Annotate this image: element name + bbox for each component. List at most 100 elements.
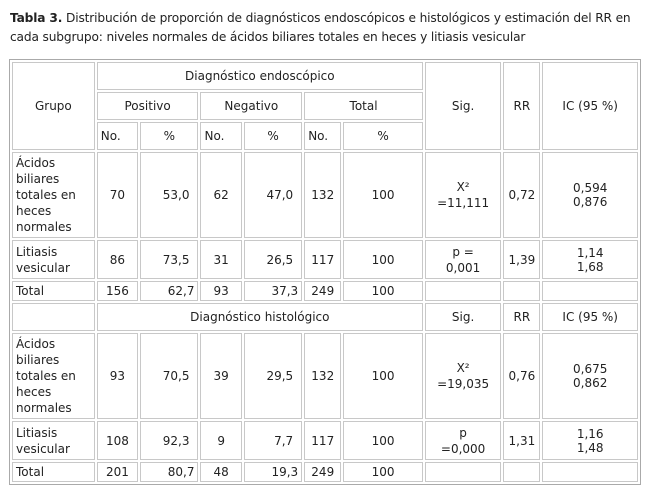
ci-header: IC (95 %) [542, 303, 638, 331]
table-row: Total 201 80,7 48 19,3 249 100 [12, 462, 638, 482]
positive-percent: 92,3 [140, 421, 199, 460]
empty-cell [503, 281, 541, 301]
ci-cell: 1,14 1,68 [542, 240, 638, 279]
positive-count: 156 [96, 281, 139, 301]
table-row: Ácidos biliares totales en heces normale… [12, 333, 638, 419]
sig-header: Sig. [424, 62, 502, 150]
no-header: No. [96, 122, 139, 150]
group-cell: Total [12, 281, 95, 301]
negative-percent: 29,5 [243, 333, 303, 419]
empty-cell [12, 303, 95, 331]
ci-upper: 1,68 [576, 259, 604, 274]
significance-value: =0,000 [440, 441, 486, 456]
table-row: Total 156 62,7 93 37,3 249 100 [12, 281, 638, 301]
positive-percent: 70,5 [140, 333, 199, 419]
empty-cell [542, 462, 638, 482]
positive-percent: 62,7 [140, 281, 199, 301]
total-percent: 100 [343, 152, 423, 238]
rr-cell: 0,72 [503, 152, 541, 238]
significance-stat: p = [452, 244, 474, 259]
total-count: 249 [304, 281, 342, 301]
negative-percent: 47,0 [243, 152, 303, 238]
group-cell: Litiasis vesicular [12, 421, 95, 460]
ci-cell: 0,675 0,862 [542, 333, 638, 419]
ci-lower: 0,594 [573, 181, 608, 195]
significance-stat: p [459, 425, 467, 440]
positive-count: 108 [96, 421, 139, 460]
total-count: 249 [304, 462, 342, 482]
negative-count: 48 [200, 462, 242, 482]
table-row: Ácidos biliares totales en heces normale… [12, 152, 638, 238]
significance-cell: X² =19,035 [424, 333, 502, 419]
negative-count: 9 [200, 421, 242, 460]
total-percent: 100 [343, 333, 423, 419]
positive-percent: 73,5 [140, 240, 199, 279]
pct-header: % [243, 122, 303, 150]
ci-lower: 1,14 [576, 245, 604, 260]
sig-header: Sig. [424, 303, 502, 331]
positive-count: 201 [96, 462, 139, 482]
table-row: Litiasis vesicular 86 73,5 31 26,5 117 100 p = 0… [12, 240, 638, 279]
ci-upper: 0,862 [573, 376, 608, 390]
ci-lower: 0,675 [573, 362, 608, 376]
positive-count: 70 [96, 152, 139, 238]
negative-percent: 37,3 [243, 281, 303, 301]
ci-cell: 0,594 0,876 [542, 152, 638, 238]
empty-cell [503, 462, 541, 482]
rr-cell: 1,39 [503, 240, 541, 279]
endoscopic-header: Diagnóstico endoscópico [96, 62, 423, 90]
total-count: 117 [304, 421, 342, 460]
group-cell: Litiasis vesicular [12, 240, 95, 279]
total-percent: 100 [343, 421, 423, 460]
caption-label: Tabla 3. [10, 11, 63, 25]
results-table-frame: Grupo Diagnóstico endoscópico Sig. RR IC (95… [9, 59, 641, 485]
positive-count: 86 [96, 240, 139, 279]
table-caption: Tabla 3. Distribución de proporción de d… [10, 9, 653, 47]
pct-header: % [343, 122, 423, 150]
ci-upper: 0,876 [573, 195, 608, 209]
empty-cell [424, 281, 502, 301]
significance-cell: p = 0,001 [424, 240, 502, 279]
rr-header: RR [503, 303, 541, 331]
significance-value: 0,001 [445, 260, 481, 275]
positive-header: Positivo [96, 92, 199, 120]
negative-count: 39 [200, 333, 242, 419]
header-row: Positivo Negativo Total [12, 92, 638, 120]
total-count: 117 [304, 240, 342, 279]
negative-percent: 7,7 [243, 421, 303, 460]
total-percent: 100 [343, 240, 423, 279]
group-cell: Ácidos biliares totales en heces normale… [12, 152, 95, 238]
header-row: Diagnóstico histológico Sig. RR IC (95 %) [12, 303, 638, 331]
header-row: Grupo Diagnóstico endoscópico Sig. RR IC (95… [12, 62, 638, 150]
pct-header: % [140, 122, 199, 150]
negative-percent: 19,3 [243, 462, 303, 482]
results-table: Grupo Diagnóstico endoscópico Sig. RR IC (95… [10, 60, 640, 484]
negative-count: 93 [200, 281, 242, 301]
ci-upper: 1,48 [576, 440, 604, 455]
significance-stat: X² [456, 361, 470, 375]
significance-cell: X² =11,111 [424, 152, 502, 238]
positive-percent: 80,7 [140, 462, 199, 482]
total-count: 132 [304, 333, 342, 419]
table-row: Litiasis vesicular 108 92,3 9 7,7 117 100 p =0,0… [12, 421, 638, 460]
caption-text: Distribución de proporción de diagnóstic… [10, 11, 631, 44]
significance-value: =11,111 [437, 196, 490, 210]
positive-percent: 53,0 [140, 152, 199, 238]
positive-count: 93 [96, 333, 139, 419]
total-count: 132 [304, 152, 342, 238]
total-percent: 100 [343, 462, 423, 482]
negative-header: Negativo [200, 92, 303, 120]
rr-cell: 1,31 [503, 421, 541, 460]
ci-lower: 1,16 [576, 426, 604, 441]
total-percent: 100 [343, 281, 423, 301]
no-header: No. [304, 122, 342, 150]
group-header: Grupo [12, 62, 95, 150]
header-row: No.% No.% No.% [12, 122, 638, 150]
empty-cell [424, 462, 502, 482]
significance-cell: p =0,000 [424, 421, 502, 460]
no-header: No. [200, 122, 242, 150]
total-header: Total [304, 92, 423, 120]
histologic-header: Diagnóstico histológico [96, 303, 423, 331]
significance-stat: X² [456, 180, 470, 194]
empty-cell [542, 281, 638, 301]
